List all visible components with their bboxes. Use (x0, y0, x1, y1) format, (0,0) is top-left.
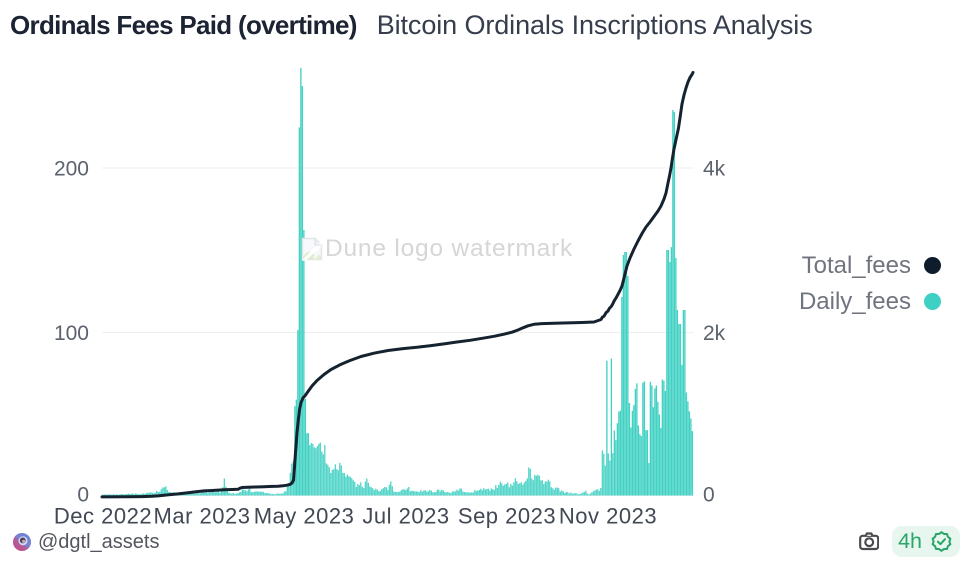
svg-text:Nov 2023: Nov 2023 (559, 504, 657, 529)
svg-text:0: 0 (77, 484, 89, 507)
svg-text:Jul 2023: Jul 2023 (362, 504, 449, 529)
svg-text:200: 200 (54, 158, 89, 181)
svg-text:2k: 2k (703, 322, 726, 345)
svg-text:4k: 4k (703, 158, 726, 181)
svg-text:May 2023: May 2023 (254, 504, 355, 529)
svg-text:Mar 2023: Mar 2023 (154, 504, 251, 529)
svg-text:0: 0 (703, 484, 715, 507)
svg-text:Dec 2022: Dec 2022 (54, 504, 152, 529)
svg-text:100: 100 (54, 322, 89, 345)
svg-text:Sep 2023: Sep 2023 (458, 504, 556, 529)
